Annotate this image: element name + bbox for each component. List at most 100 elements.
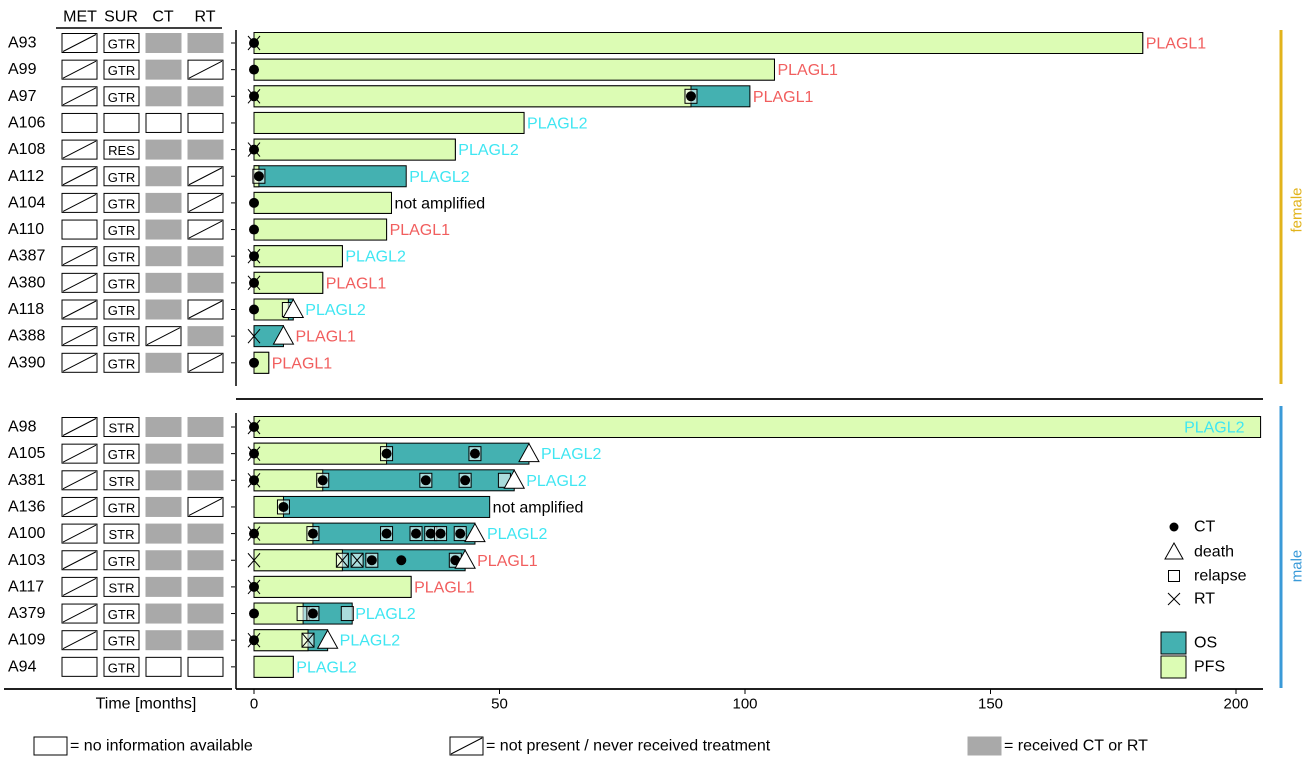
patient-a109-ct-box xyxy=(145,630,182,651)
patient-a110-event-ct-0 xyxy=(249,224,259,235)
patient-a105-event-rt-1 xyxy=(247,446,261,461)
patient-a97-event-rt-1 xyxy=(247,88,261,104)
patient-a109-sur: GTR xyxy=(103,630,140,651)
patient-a380-amplification-label: PLAGL1 xyxy=(326,275,387,292)
patient-a117-sur-box xyxy=(103,576,140,597)
patient-a112-os-bar xyxy=(253,165,407,188)
patient-a105-sur: GTR xyxy=(103,443,140,464)
patient-a388-id: A388 xyxy=(8,328,45,345)
patient-a104-sur-box xyxy=(103,192,140,213)
patient-a380-rt-box xyxy=(187,272,224,293)
patient-a136-ct-box xyxy=(145,496,182,517)
patient-a93-ct xyxy=(145,33,182,53)
patient-a106-id: A106 xyxy=(8,114,45,131)
patient-a109-event-death-4 xyxy=(316,629,339,649)
patient-a112-sur-text: GTR xyxy=(108,170,135,185)
patient-a380-id: A380 xyxy=(8,274,45,291)
patient-a99-pfs-bar xyxy=(253,58,775,81)
patient-a112-rt xyxy=(187,166,224,187)
patient-a104-ct xyxy=(145,192,182,213)
patient-a104-ct-box xyxy=(145,192,182,213)
group-label-female: female xyxy=(1289,187,1306,232)
patient-a381-event-rt-1 xyxy=(247,472,261,488)
patient-a99-event-ct-0 xyxy=(249,64,259,75)
patient-a112-ct xyxy=(145,166,182,187)
bottom-key: = no information available = not present … xyxy=(33,736,1148,756)
patient-a108-sur-box xyxy=(103,139,140,160)
legend-relapse-label: relapse xyxy=(1194,568,1247,585)
patient-a100-event-ct-13 xyxy=(455,528,466,539)
patient-a387-met-slash xyxy=(62,247,97,266)
patient-a136-sur-text: GTR xyxy=(108,500,135,515)
patient-a108-id: A108 xyxy=(8,141,45,158)
patient-a387-event-rt-1 xyxy=(247,248,261,264)
patient-a94-met xyxy=(61,656,98,677)
patient-a117-pfs-bar xyxy=(253,575,412,598)
plot-area: PLAGL1 PLAGL1 PLAGL1 PLAGL2 PLAGL2 PLAGL2 not … xyxy=(247,32,1262,678)
patient-a387-amplification-label: PLAGL2 xyxy=(345,249,406,266)
patient-a390-ct xyxy=(145,352,182,373)
patient-a380-sur-box xyxy=(103,272,140,293)
patient-a98-sur-box xyxy=(103,417,140,437)
patient-a106-met-box xyxy=(61,112,98,133)
patient-a104-met-slash xyxy=(62,193,97,212)
patient-a108-pfs-bar xyxy=(253,138,456,161)
patient-a105-pfs-bar xyxy=(253,442,388,465)
patient-a110-rt-slash xyxy=(188,220,223,239)
patient-a112-id: A112 xyxy=(8,168,44,185)
patient-a118-sur: GTR xyxy=(103,299,140,320)
patient-a103-rt xyxy=(187,550,224,571)
patient-a103-event-rt-0 xyxy=(247,552,261,568)
patient-a388-met xyxy=(61,326,98,347)
legend-rt-icon xyxy=(1167,592,1181,606)
patient-a117-amplification-label: PLAGL1 xyxy=(414,579,475,596)
patient-a388-sur-box xyxy=(103,326,140,347)
patient-a104-amplification-label: not amplified xyxy=(394,195,485,212)
patient-a93-met-slash xyxy=(62,34,97,52)
patient-a118-ct-box xyxy=(145,299,182,320)
patient-a379-pfs-bar xyxy=(253,602,304,625)
patient-a390-event-ct-0 xyxy=(249,357,259,368)
patient-a100-id: A100 xyxy=(8,525,45,542)
patient-a136-id: A136 xyxy=(8,498,45,515)
patient-a110-id: A110 xyxy=(8,221,44,238)
patient-a94-ct xyxy=(145,656,182,677)
patient-a109-amplification-label: PLAGL2 xyxy=(340,633,401,650)
patient-a117-rt xyxy=(187,576,224,597)
patient-a103-rt-box xyxy=(187,550,224,571)
patient-a387-ct xyxy=(145,246,182,267)
patient-a104-sur-text: GTR xyxy=(108,196,135,211)
patient-a94-met-box xyxy=(61,656,98,677)
patient-a118-event-ct-0 xyxy=(249,304,259,315)
patient-a103-event-rt-2 xyxy=(336,552,349,568)
patient-a100-event-ct-9 xyxy=(425,528,436,539)
patient-a108-sur: RES xyxy=(103,139,140,160)
patient-a381-event-ct-5 xyxy=(420,475,431,486)
patient-a94-sur: GTR xyxy=(103,656,140,677)
patient-a388-event-rt-0 xyxy=(247,328,261,344)
patient-a381-rt-box xyxy=(187,470,224,491)
legend-pfs-swatch xyxy=(1160,655,1187,679)
patient-a94-amplification-label: PLAGL2 xyxy=(296,659,357,676)
patient-a97-ct-box xyxy=(145,86,182,107)
patient-a105-event-ct-5 xyxy=(469,448,480,459)
key-box-2 xyxy=(967,736,1002,756)
patient-a100-pfs-bar xyxy=(253,522,314,545)
patient-a105-met xyxy=(61,443,98,464)
patient-a117-ct-box xyxy=(145,576,182,597)
patient-a106-pfs-bar xyxy=(253,111,525,134)
patient-a100-event-rt-1 xyxy=(247,526,261,541)
key-slash-1 xyxy=(450,737,483,755)
patient-a381-id: A381 xyxy=(8,472,45,489)
patient-a379-ct xyxy=(145,603,182,624)
patient-a136-rt xyxy=(187,496,224,517)
patient-a390-rt xyxy=(187,352,224,373)
patient-a387-met xyxy=(61,246,98,267)
patient-a99-ct-box xyxy=(145,59,182,80)
patient-a110-amplification-label: PLAGL1 xyxy=(390,222,451,239)
patient-a93-sur-text: GTR xyxy=(108,37,135,52)
patient-a100-amplification-label: PLAGL2 xyxy=(487,526,548,543)
patient-a381-event-ct-7 xyxy=(460,475,471,486)
patient-a112-ct-box xyxy=(145,166,182,187)
patient-table: A93 GTR A99 GTR A97 GTR A106 A108 RES A112 GTR A104… xyxy=(8,33,224,677)
